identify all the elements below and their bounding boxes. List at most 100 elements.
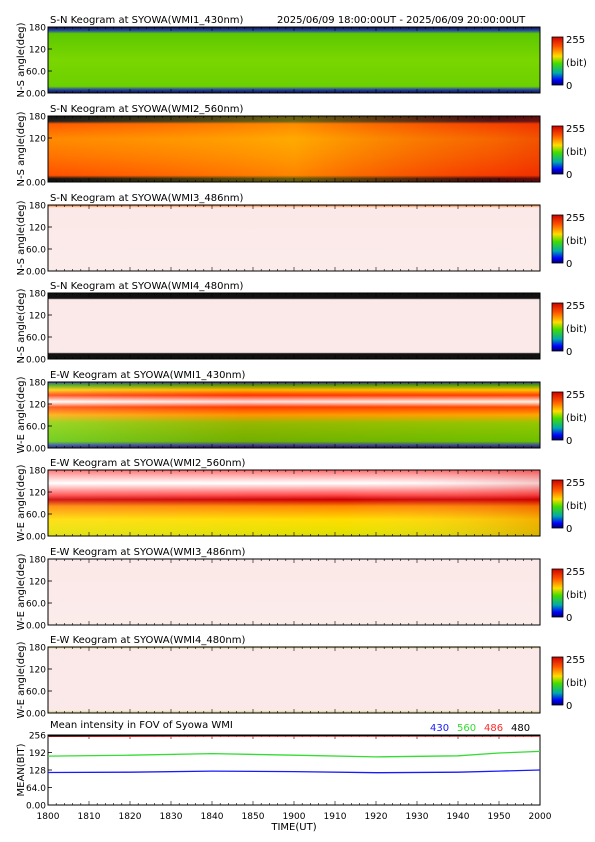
y-tick-label: 60.0 xyxy=(26,246,46,256)
colorbar-min-label: 0 xyxy=(566,259,572,270)
x-tick-label: 1950 xyxy=(488,812,511,822)
colorbar: 255 (bit) 0 xyxy=(551,35,587,92)
colorbar-max-label: 255 xyxy=(566,213,585,224)
keogram-panel-2: S-N Keogram at SYOWA(WMI2_560nm) 180 120 0.… xyxy=(16,104,587,189)
colorbar: 255 (bit) 0 xyxy=(551,478,587,535)
colorbar-unit-label: (bit) xyxy=(566,413,587,424)
legend-entry-430: 430 xyxy=(430,723,449,734)
y-axis-label: N-S angle(deg) xyxy=(16,111,27,186)
colorbar-unit-label: (bit) xyxy=(566,58,587,69)
y-tick-label: 120 xyxy=(29,666,46,676)
y-tick-label: 180 xyxy=(29,290,46,300)
legend-entry-486: 486 xyxy=(484,723,503,734)
x-tick-label: 1900 xyxy=(283,812,306,822)
colorbar-min-label: 0 xyxy=(566,170,572,181)
y-tick-label: 120 xyxy=(29,224,46,234)
y-tick-label: 0.00 xyxy=(26,268,46,278)
y-tick-label: 128 xyxy=(29,767,46,777)
colorbar-unit-label: (bit) xyxy=(566,147,587,158)
y-tick-label: 180 xyxy=(29,556,46,566)
panel-title: S-N Keogram at SYOWA(WMI1_430nm) xyxy=(50,15,244,26)
colorbar-min-label: 0 xyxy=(566,347,572,358)
y-tick-label: 0.00 xyxy=(26,356,46,366)
colorbar-min-label: 0 xyxy=(566,613,572,624)
colorbar-max-label: 255 xyxy=(566,390,585,401)
y-tick-label: 60.0 xyxy=(26,334,46,344)
x-tick-label: 1800 xyxy=(37,812,60,822)
y-tick-label: 0.00 xyxy=(26,179,46,189)
x-tick-label: 1810 xyxy=(78,812,101,822)
y-tick-label: 120 xyxy=(29,312,46,322)
x-tick-label: 2000 xyxy=(529,812,552,822)
y-tick-label: 0.00 xyxy=(26,710,46,720)
keogram-panel-7: E-W Keogram at SYOWA(WMI3_486nm) 180 120 60… xyxy=(16,547,587,632)
colorbar: 255 (bit) 0 xyxy=(551,390,587,447)
colorbar-min-label: 0 xyxy=(566,81,572,92)
keogram-image xyxy=(48,559,540,625)
y-tick-label: 120 xyxy=(29,578,46,588)
x-tick-label: 1830 xyxy=(160,812,183,822)
colorbar-unit-label: (bit) xyxy=(566,678,587,689)
x-axis-label: TIME(UT) xyxy=(270,822,316,833)
line-plot-frame xyxy=(47,734,541,806)
y-axis-label: N-S angle(deg) xyxy=(16,200,27,275)
panel-title: S-N Keogram at SYOWA(WMI2_560nm) xyxy=(50,104,244,115)
keogram-image xyxy=(48,293,540,359)
keogram-overlay xyxy=(48,116,540,182)
colorbar-scale xyxy=(551,125,564,175)
keogram-overlay xyxy=(48,382,540,448)
x-tick-label: 1920 xyxy=(365,812,388,822)
colorbar: 255 (bit) 0 xyxy=(551,567,587,624)
colorbar-max-label: 255 xyxy=(566,478,585,489)
colorbar-unit-label: (bit) xyxy=(566,590,587,601)
x-tick-label: 1840 xyxy=(201,812,224,822)
colorbar-scale xyxy=(551,656,564,706)
panel-title: S-N Keogram at SYOWA(WMI4_480nm) xyxy=(50,281,244,292)
keogram-panel-6: E-W Keogram at SYOWA(WMI2_560nm) 180 120 60… xyxy=(16,458,587,543)
keogram-panel-3: S-N Keogram at SYOWA(WMI3_486nm) 180 120 60… xyxy=(16,193,587,278)
colorbar: 255 (bit) 0 xyxy=(551,124,587,181)
y-tick-label: 0.00 xyxy=(26,622,46,632)
colorbar-max-label: 255 xyxy=(566,124,585,135)
legend-entry-560: 560 xyxy=(457,723,476,734)
y-tick-label: 180 xyxy=(29,379,46,389)
panel-title: E-W Keogram at SYOWA(WMI3_486nm) xyxy=(50,547,246,558)
keogram-image xyxy=(48,205,540,271)
y-tick-label: 180 xyxy=(29,113,46,123)
y-tick-label: 180 xyxy=(29,24,46,34)
y-tick-label: 60.0 xyxy=(26,423,46,433)
panel-title: E-W Keogram at SYOWA(WMI4_480nm) xyxy=(50,635,246,646)
y-tick-label: 180 xyxy=(29,202,46,212)
colorbar-min-label: 0 xyxy=(566,436,572,447)
colorbar-scale xyxy=(551,214,564,264)
x-tick-label: 1820 xyxy=(119,812,142,822)
y-axis-label: MEAN(BIT) xyxy=(16,743,27,796)
y-axis-label: W-E angle(deg) xyxy=(16,553,27,630)
y-tick-label: 120 xyxy=(29,401,46,411)
y-tick-label: 180 xyxy=(29,644,46,654)
panel-title: S-N Keogram at SYOWA(WMI3_486nm) xyxy=(50,193,244,204)
legend-entry-480: 480 xyxy=(511,723,530,734)
keogram-image xyxy=(48,647,540,713)
colorbar-min-label: 0 xyxy=(566,701,572,712)
colorbar-max-label: 255 xyxy=(566,35,585,46)
y-tick-label: 60.0 xyxy=(26,68,46,78)
keogram-panel-5: E-W Keogram at SYOWA(WMI1_430nm) 180 120 60… xyxy=(16,370,587,455)
colorbar-scale xyxy=(551,568,564,618)
y-tick-label: 256 xyxy=(29,732,46,742)
colorbar-scale xyxy=(551,479,564,529)
y-tick-label: 0.00 xyxy=(26,802,46,812)
y-tick-label: 192 xyxy=(29,749,46,759)
keogram-panel-1: S-N Keogram at SYOWA(WMI1_430nm) 2025/06/… xyxy=(16,15,587,100)
x-tick-label: 1910 xyxy=(324,812,347,822)
y-tick-label: 0.00 xyxy=(26,533,46,543)
y-tick-label: 0.00 xyxy=(26,90,46,100)
colorbar: 255 (bit) 0 xyxy=(551,213,587,270)
keogram-panel-8: E-W Keogram at SYOWA(WMI4_480nm) 180 120 60… xyxy=(16,635,587,720)
series-line-560 xyxy=(47,750,541,758)
y-tick-label: 0.00 xyxy=(26,445,46,455)
y-tick-label: 120 xyxy=(29,46,46,56)
y-tick-label: 120 xyxy=(29,489,46,499)
keogram-overlay xyxy=(48,470,540,536)
